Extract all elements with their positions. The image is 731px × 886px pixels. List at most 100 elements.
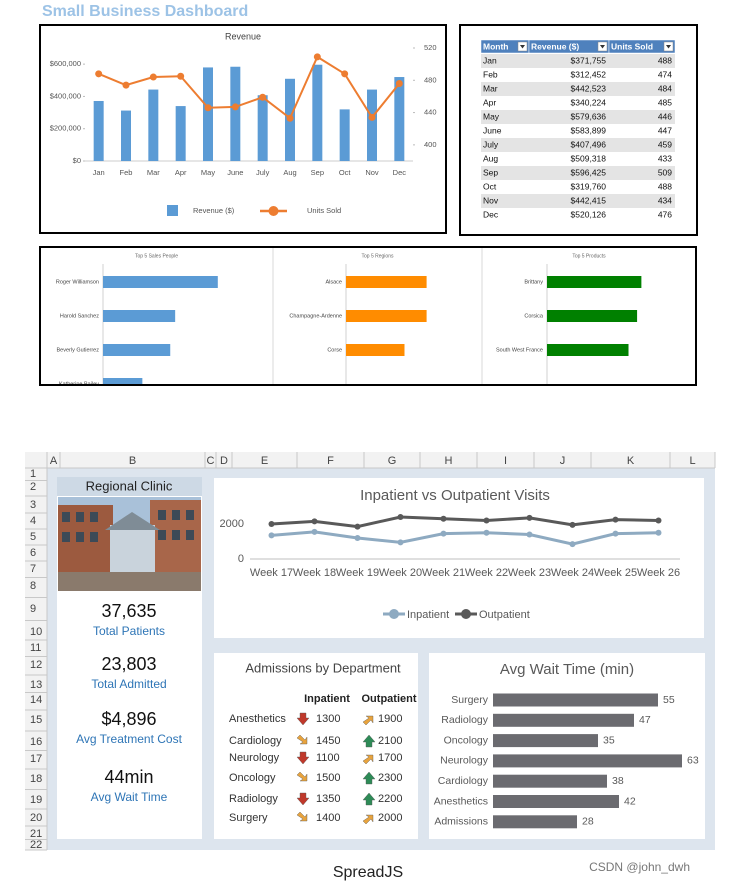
line-marker <box>311 528 318 535</box>
x-tick-label: Jan <box>93 168 105 177</box>
table-cell: Nov <box>483 195 499 205</box>
line-marker <box>122 81 130 89</box>
line-marker <box>526 531 533 538</box>
table-cell: $520,126 <box>571 209 607 219</box>
bar <box>493 795 619 808</box>
row-header: 14 <box>30 694 42 706</box>
row-header: 2 <box>30 481 36 493</box>
bar <box>148 89 159 161</box>
column-header: A <box>50 455 58 467</box>
table-row <box>481 110 675 124</box>
clinic-photo <box>58 497 201 591</box>
outpatient-value: 2300 <box>378 772 402 784</box>
department: Cardiology <box>229 735 282 747</box>
bar <box>547 310 638 322</box>
row-header: 11 <box>30 642 41 654</box>
table-row <box>481 68 675 82</box>
table-cell: Jan <box>483 55 497 65</box>
y-tick-label: Cardiology <box>438 775 489 787</box>
table-cell: Feb <box>483 69 498 79</box>
table-cell: $579,636 <box>571 111 607 121</box>
y-tick-label: South West France <box>496 347 543 353</box>
line-marker <box>259 93 267 101</box>
line-marker <box>149 73 157 81</box>
outpatient-value: 1700 <box>378 752 402 764</box>
y-tick-label: $400,000 <box>50 91 81 100</box>
column-header-bar <box>25 452 715 468</box>
column-header: E <box>261 455 268 467</box>
column-header: I <box>504 455 507 467</box>
y-tick-label: Katherine Bailey <box>59 381 99 387</box>
data-label: 63 <box>687 755 699 767</box>
table-header: Revenue ($) <box>531 41 579 51</box>
table-cell: $509,318 <box>571 153 607 163</box>
line-marker <box>177 72 185 80</box>
chart-title: Revenue <box>225 31 261 41</box>
table-cell: 488 <box>658 181 672 191</box>
y-tick-label: Oncology <box>444 734 489 746</box>
row-header: 15 <box>30 714 42 726</box>
legend-swatch <box>268 206 279 216</box>
x-tick-label: Nov <box>365 168 379 177</box>
y-tick-label: Alsace <box>325 279 342 285</box>
table-cell: 476 <box>658 209 672 219</box>
bar <box>547 276 642 288</box>
row-header: 7 <box>30 563 36 575</box>
visits-panel <box>214 478 704 638</box>
inpatient-value: 1400 <box>316 812 340 824</box>
line-marker <box>395 80 403 88</box>
outpatient-value: 2200 <box>378 793 402 805</box>
bar <box>493 815 577 829</box>
line-marker <box>440 515 447 522</box>
y-tick-label: Surgery <box>451 694 489 706</box>
table-cell: 509 <box>658 167 672 177</box>
y-tick-label: 0 <box>238 553 244 565</box>
y-tick-label: Brittany <box>524 279 543 285</box>
stat-label: Avg Treatment Cost <box>76 732 182 746</box>
table-cell: $407,496 <box>571 139 607 149</box>
trend-icon <box>362 734 376 748</box>
x-tick-label: Week 26 <box>637 567 680 579</box>
y-tick-label: $0 <box>73 156 81 165</box>
bar <box>493 734 598 748</box>
trend-icon <box>296 712 310 726</box>
chart-title: Top 5 Sales People <box>135 253 178 259</box>
filter-arrow <box>666 45 671 49</box>
column-header: L <box>689 455 695 467</box>
x-tick-label: Aug <box>283 168 296 177</box>
table-cell: $319,760 <box>571 181 607 191</box>
legend-swatch <box>461 609 471 619</box>
trend-icon <box>296 792 310 806</box>
chart-title: Avg Wait Time (min) <box>500 661 634 678</box>
table-row <box>481 166 675 180</box>
x-tick-label: May <box>201 168 215 177</box>
y-tick-label: Roger Williamson <box>56 279 99 285</box>
table-cell: $596,425 <box>571 167 607 177</box>
bar <box>493 754 682 768</box>
table-cell: 446 <box>658 111 672 121</box>
legend-label: Outpatient <box>479 609 530 621</box>
x-tick-label: July <box>256 168 270 177</box>
column-header: K <box>627 455 635 467</box>
bar <box>394 77 405 161</box>
line-marker <box>231 103 239 111</box>
table-row <box>481 82 675 96</box>
table-cell: Mar <box>483 83 498 93</box>
table-row <box>481 138 675 152</box>
inpatient-value: 1100 <box>316 752 340 764</box>
line <box>98 55 401 120</box>
chart-title: Top 5 Products <box>572 253 606 259</box>
clinic-header <box>57 477 202 496</box>
line-marker <box>483 517 490 524</box>
dashboard-title: Small Business Dashboard <box>42 3 248 20</box>
stat-label: Total Admitted <box>91 677 166 691</box>
x-tick-label: June <box>227 168 243 177</box>
row-header: 6 <box>30 547 36 559</box>
line-marker <box>612 516 619 523</box>
bar <box>103 310 176 322</box>
line-marker <box>354 535 361 541</box>
table-cell: Apr <box>483 97 496 107</box>
line-marker <box>440 530 447 537</box>
legend-label: Inpatient <box>407 609 449 621</box>
stat-value: 23,803 <box>101 654 156 674</box>
